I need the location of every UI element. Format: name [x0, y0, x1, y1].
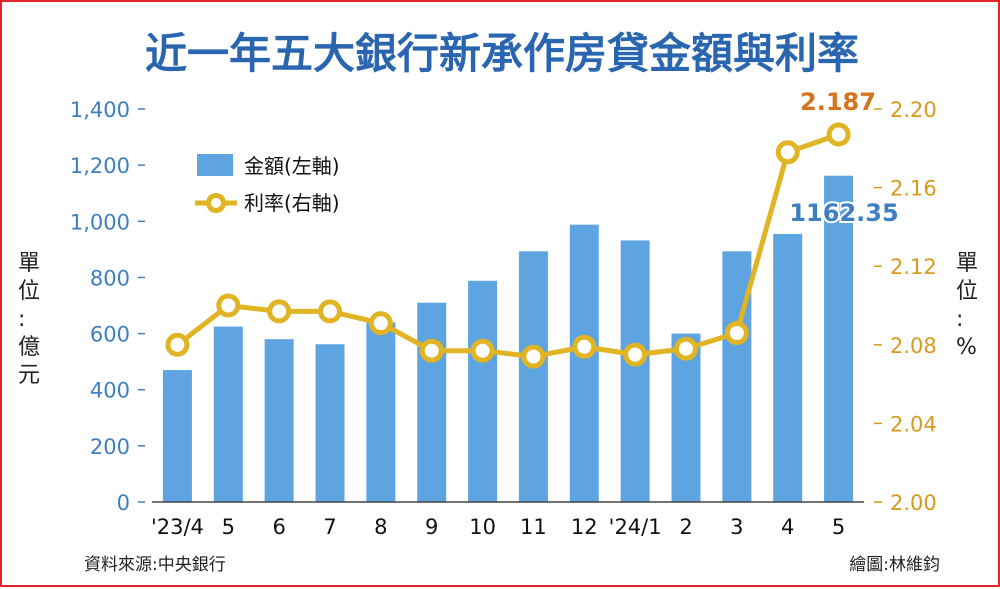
left-unit-char: 位 — [18, 279, 40, 304]
rate-point — [826, 122, 851, 147]
legend-line-marker — [206, 193, 226, 213]
bar — [518, 251, 548, 502]
rate-point — [165, 332, 190, 357]
left-axis-unit-label: 單 位 : 億 元 — [18, 251, 40, 388]
x-axis-tick-label: 7 — [323, 515, 336, 539]
x-axis: '23/4 5 6 7 8 9 10 11 12 '24/1 2 3 4 5 — [151, 515, 845, 539]
left-axis-tick-label: 600 — [90, 323, 130, 347]
right-axis: 2.00 2.04 2.08 2.12 2.16 2.20 — [874, 98, 937, 515]
rate-point — [572, 334, 597, 359]
bar-series — [162, 175, 854, 503]
x-axis-tick-label: '23/4 — [151, 515, 204, 539]
chart-title: 近一年五大銀行新承作房貸金額與利率 — [145, 29, 859, 78]
x-axis-tick-label: 10 — [469, 515, 496, 539]
bar — [671, 333, 701, 502]
bar — [264, 339, 294, 502]
legend-label-amount: 金額(左軸) — [244, 154, 340, 178]
rate-point — [521, 344, 546, 369]
right-unit-char: 位 — [956, 279, 978, 304]
bar — [824, 175, 854, 503]
right-axis-tick-label: 2.12 — [890, 255, 937, 279]
bar — [569, 224, 599, 502]
rate-point — [674, 336, 698, 361]
credit-note: 繪圖:林維鈞 — [849, 555, 940, 575]
left-axis-tick-label: 1,000 — [70, 210, 130, 234]
legend-label-rate: 利率(右軸) — [244, 191, 340, 215]
x-axis-tick-label: 6 — [272, 515, 285, 539]
rate-annotation: 2.187 — [800, 88, 876, 116]
left-unit-char: : — [18, 307, 25, 332]
rate-point — [419, 338, 444, 363]
legend: 金額(左軸) 利率(右軸) — [184, 142, 402, 224]
x-axis-tick-label: 11 — [520, 515, 547, 539]
right-axis-unit-label: 單 位 : % — [956, 251, 978, 360]
x-axis-tick-label: 8 — [374, 515, 387, 539]
bar — [773, 233, 803, 503]
left-axis: 0 200 400 600 800 1,000 1,200 1,400 — [70, 98, 145, 515]
right-axis-tick-label: 2.04 — [890, 412, 937, 436]
left-axis-tick-label: 1,200 — [70, 154, 130, 178]
left-unit-char: 元 — [18, 363, 40, 388]
source-note: 資料來源:中央銀行 — [84, 555, 226, 575]
legend-bar-swatch — [197, 154, 233, 176]
x-axis-tick-label: '24/1 — [609, 515, 662, 539]
left-axis-tick-label: 400 — [90, 379, 130, 403]
x-axis-tick-label: 9 — [425, 515, 438, 539]
rate-point — [623, 342, 648, 367]
right-axis-tick-label: 2.08 — [890, 334, 937, 358]
x-axis-tick-label: 12 — [571, 515, 598, 539]
x-axis-tick-label: 4 — [781, 515, 794, 539]
rate-point — [724, 321, 749, 346]
right-axis-tick-label: 2.00 — [890, 491, 937, 515]
x-axis-tick-label: 2 — [679, 515, 692, 539]
rate-point — [368, 311, 393, 336]
line-series — [165, 122, 851, 369]
rate-point — [775, 140, 800, 165]
right-unit-char: % — [956, 335, 977, 360]
left-axis-tick-label: 0 — [117, 491, 130, 515]
bar — [417, 302, 447, 502]
left-unit-char: 單 — [18, 251, 40, 276]
bar — [315, 344, 345, 502]
rate-point — [470, 338, 495, 363]
bar — [162, 370, 192, 502]
x-axis-tick-label: 3 — [730, 515, 743, 539]
right-unit-char: 單 — [956, 251, 978, 276]
bar — [468, 280, 498, 502]
rate-point — [216, 293, 241, 318]
rate-point — [267, 299, 292, 324]
left-axis-tick-label: 200 — [90, 435, 130, 459]
left-axis-tick-label: 1,400 — [70, 98, 130, 122]
bar — [366, 322, 396, 502]
amount-annotation: 1162.35 — [789, 199, 898, 227]
left-unit-char: 億 — [18, 335, 40, 360]
bar — [620, 240, 650, 503]
left-axis-tick-label: 800 — [90, 266, 130, 290]
right-axis-tick-label: 2.20 — [890, 98, 937, 122]
x-axis-tick-label: 5 — [832, 515, 845, 539]
bar — [213, 326, 243, 502]
right-axis-tick-label: 2.16 — [890, 177, 937, 201]
x-axis-tick-label: 5 — [222, 515, 235, 539]
right-unit-char: : — [956, 307, 963, 332]
rate-point — [318, 299, 342, 324]
